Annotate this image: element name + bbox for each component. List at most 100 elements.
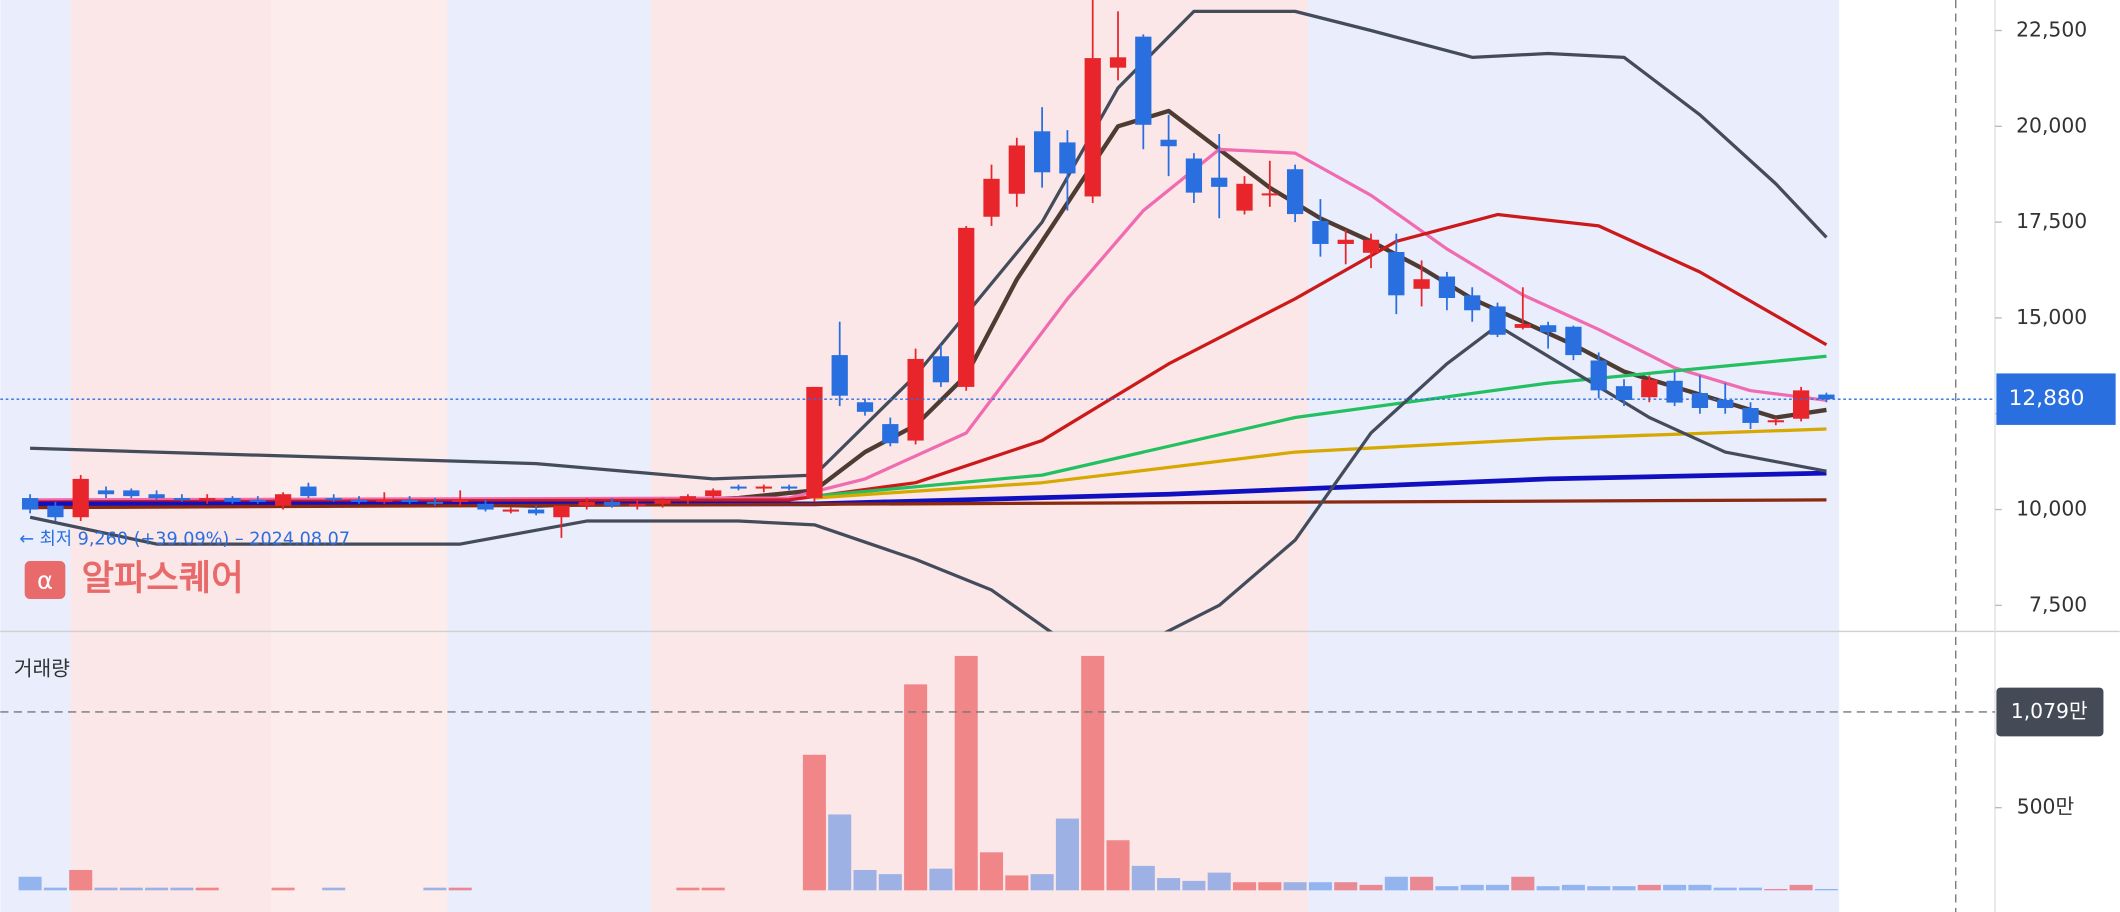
volume-bar — [1359, 884, 1383, 891]
y-tick-label: 20,000 — [2016, 113, 2087, 137]
candle-body — [1388, 252, 1405, 296]
volume-bar — [701, 887, 725, 891]
volume-bar — [145, 887, 169, 891]
indicator-line — [814, 354, 1827, 498]
candle-body — [1615, 386, 1633, 400]
candle-body — [477, 503, 494, 510]
volume-bar — [878, 874, 902, 891]
candle-body — [629, 503, 646, 506]
indicator-line — [30, 212, 1828, 504]
candle-body — [1742, 407, 1759, 423]
volume-title: 거래량 — [14, 656, 70, 680]
candle-body — [654, 499, 671, 504]
volume-bar — [1485, 884, 1510, 891]
volume-bar — [1182, 880, 1206, 891]
watermark-icon — [24, 561, 66, 599]
y-tick-label: 22,500 — [2016, 18, 2087, 42]
volume-bar — [1587, 886, 1611, 891]
volume-bar — [1814, 888, 1838, 891]
volume-bar — [94, 887, 118, 891]
v-tick-label: 500만 — [2017, 795, 2074, 819]
candle-body — [527, 509, 545, 514]
candle-body — [679, 496, 697, 500]
volume-bar — [1435, 886, 1459, 891]
volume-bar — [119, 887, 143, 891]
volume-bar — [1384, 876, 1408, 891]
candle-body — [1059, 142, 1076, 174]
candle-body — [882, 424, 899, 444]
candle-body — [1691, 393, 1709, 408]
volume-bar — [43, 887, 67, 891]
candle-body — [1135, 36, 1152, 125]
candle-body — [452, 499, 469, 502]
candle-body — [274, 494, 292, 506]
candle-body — [578, 501, 595, 506]
y-tick-label: 7,500 — [2029, 592, 2087, 616]
volume-bar — [1410, 876, 1434, 891]
volume-bar — [1789, 884, 1813, 891]
volume-bar — [1663, 884, 1687, 891]
volume-bar — [904, 684, 928, 891]
candle-body — [1362, 239, 1380, 253]
indicator-line — [30, 498, 1827, 510]
candle-body — [1211, 177, 1228, 187]
volume-bar — [1106, 840, 1130, 891]
candle-body — [730, 486, 747, 489]
candle-body — [1008, 145, 1025, 194]
current-price-label: 12,880 — [2009, 386, 2085, 411]
volume-bar — [18, 876, 42, 891]
candle-body — [1033, 131, 1051, 173]
y-tick-label: 10,000 — [2016, 497, 2087, 521]
candle-body — [249, 499, 266, 502]
candle-body — [1767, 420, 1784, 423]
candle-body — [426, 501, 444, 504]
volume-bar — [1207, 872, 1231, 891]
volume-bar — [1334, 882, 1358, 891]
volume-bar — [271, 887, 295, 891]
candle-body — [907, 358, 924, 441]
candle-body — [1109, 57, 1127, 68]
volume-bar — [195, 887, 219, 891]
candle-body — [1464, 295, 1481, 311]
volume-bar — [802, 754, 826, 891]
axes: 7,50010,00012,50015,00017,50020,00022,50… — [0, 18, 2116, 819]
volume-bar — [676, 887, 700, 891]
volume-bar — [929, 868, 953, 891]
candle-body — [1539, 325, 1557, 333]
current-price-badge — [1996, 373, 2116, 425]
candle-body — [47, 505, 64, 518]
volume-bar — [1688, 884, 1712, 891]
candle-body — [553, 505, 570, 518]
volume-bar — [1612, 886, 1636, 891]
candle-body — [856, 402, 874, 412]
indicator-line — [814, 427, 1827, 500]
watermark: 알파스퀘어 — [82, 558, 244, 599]
watermark-icon-glyph: α — [37, 565, 53, 594]
volume-reference-badge — [1996, 687, 2104, 737]
volume-bar — [828, 814, 852, 891]
y-tick-label: 15,000 — [2016, 305, 2087, 329]
volume-bar — [1637, 884, 1661, 891]
volume-bar — [1005, 875, 1029, 891]
candle-body — [1185, 158, 1203, 193]
indicator-line — [30, 147, 1827, 502]
candle-body — [958, 227, 975, 387]
candle-body — [173, 498, 191, 501]
candle-body — [1261, 193, 1278, 196]
volume-bar — [170, 887, 194, 891]
candle-body — [1438, 276, 1456, 299]
low-annotation: ← 최저 9,260 (+39.09%) – 2024.08.07 — [19, 529, 350, 549]
volume-panel — [18, 655, 1838, 891]
candle-body — [21, 498, 39, 510]
candle-body — [1286, 169, 1304, 215]
volume-bar — [322, 887, 346, 891]
volume-bar — [1511, 876, 1535, 891]
volume-bar — [1308, 882, 1332, 891]
volume-bar — [1460, 884, 1484, 891]
volume-bar — [1030, 874, 1054, 891]
candle-body — [780, 486, 798, 489]
volume-bar — [1536, 886, 1560, 891]
candle-body — [72, 478, 89, 518]
candle-body — [325, 498, 342, 501]
